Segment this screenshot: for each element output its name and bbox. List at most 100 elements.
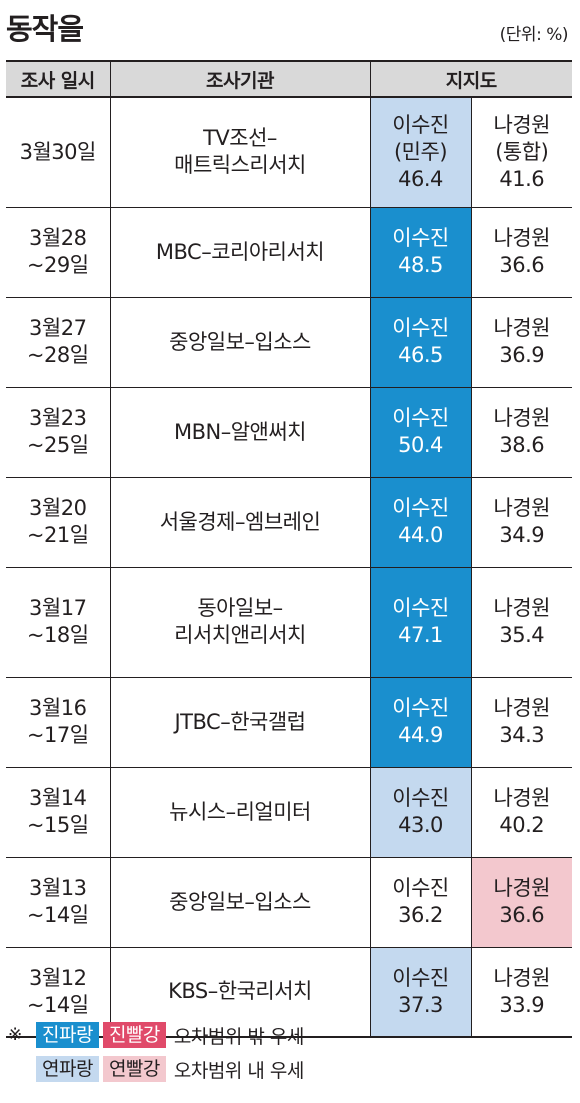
candidate-name: 이수진 — [392, 596, 449, 620]
candidate-name: 나경원 — [493, 876, 551, 900]
pollster-line: 중앙일보–입소스 — [169, 329, 311, 354]
support-value: 38.6 — [499, 433, 545, 457]
poll-date-line: 3월12 — [29, 965, 87, 990]
lee-soojin-cell: 이수진 46.5 — [369, 297, 472, 388]
support-value: 34.3 — [499, 723, 545, 747]
support-value: 36.9 — [499, 343, 545, 367]
support-value: 44.0 — [398, 523, 443, 547]
candidate-name: 이수진 — [392, 316, 449, 340]
header-support: 지지도 — [369, 60, 573, 98]
pollster-cell: JTBC–한국갤럽 — [109, 677, 371, 768]
poll-date-cell: 3월14 ~15일 — [6, 767, 111, 858]
poll-date-line: 3월27 — [29, 316, 87, 340]
lee-soojin-cell: 이수진 47.1 — [369, 567, 472, 678]
na-kyungwon-cell: 나경원 34.3 — [470, 677, 573, 768]
table-row: 3월14 ~15일 뉴시스–리얼미터 이수진 43.0 나경원 40.2 — [6, 767, 573, 858]
lee-soojin-cell: 이수진 44.0 — [369, 477, 472, 568]
pollster-line: 동아일보– — [197, 596, 283, 620]
poll-date-line: 3월17 — [29, 596, 87, 620]
na-kyungwon-cell: 나경원 34.9 — [470, 477, 573, 568]
legend-text: 오차범위 밖 우세 — [173, 1025, 304, 1048]
support-value: 33.9 — [499, 992, 545, 1017]
support-value: 47.1 — [398, 623, 443, 647]
poll-date-line: 3월30일 — [19, 139, 97, 164]
support-value: 36.6 — [499, 903, 545, 927]
na-kyungwon-cell: 나경원 33.9 — [470, 947, 573, 1038]
poll-date-cell: 3월23 ~25일 — [6, 387, 111, 478]
pollster-cell: TV조선– 매트릭스리서치 — [109, 97, 371, 208]
poll-date-line: 3월16 — [29, 696, 87, 720]
candidate-name: 이수진 — [392, 406, 449, 430]
pollster-line: 중앙일보–입소스 — [169, 889, 311, 914]
poll-date-cell: 3월17 ~18일 — [6, 567, 111, 678]
pollster-cell: 중앙일보–입소스 — [109, 297, 371, 388]
legend-chip-dark-red: 진빨강 — [102, 1022, 166, 1048]
lee-soojin-cell: 이수진 37.3 — [369, 947, 472, 1038]
candidate-name: 나경원 — [493, 696, 551, 720]
poll-date-line: ~29일 — [26, 253, 89, 277]
table-row: 3월20 ~21일 서울경제–엠브레인 이수진 44.0 나경원 34.9 — [6, 477, 573, 568]
pollster-line: 뉴시스–리얼미터 — [169, 799, 311, 824]
table-row: 3월27 ~28일 중앙일보–입소스 이수진 46.5 나경원 36.9 — [6, 297, 573, 388]
legend-row: ※ 진파랑 진빨강 오차범위 밖 우세 — [8, 1020, 304, 1050]
table-row: 3월13 ~14일 중앙일보–입소스 이수진 36.2 나경원 36.6 — [6, 857, 573, 948]
support-value: 46.5 — [398, 343, 443, 367]
pollster-cell: KBS–한국리서치 — [109, 947, 371, 1038]
support-value: 43.0 — [398, 813, 443, 837]
pollster-cell: 뉴시스–리얼미터 — [109, 767, 371, 858]
poll-date-cell: 3월28 ~29일 — [6, 207, 111, 298]
poll-date-cell: 3월13 ~14일 — [6, 857, 111, 948]
pollster-cell: MBN–알앤써치 — [109, 387, 371, 478]
poll-date-cell: 3월20 ~21일 — [6, 477, 111, 568]
poll-date-line: ~14일 — [26, 903, 89, 927]
poll-date-line: ~17일 — [26, 723, 89, 747]
header-date: 조사 일시 — [6, 60, 111, 98]
pollster-line: MBC–코리아리서치 — [155, 239, 325, 264]
table-row: 3월17 ~18일 동아일보– 리서치앤리서치 이수진 47.1 나경원 35.4 — [6, 567, 573, 678]
candidate-name: 이수진 — [392, 496, 449, 520]
support-value: 50.4 — [398, 433, 443, 457]
candidate-name: 나경원 — [493, 406, 551, 430]
candidate-name: 나경원 — [493, 496, 551, 520]
poll-date-line: ~28일 — [26, 343, 89, 367]
lee-soojin-cell: 이수진 36.2 — [369, 857, 472, 948]
lee-soojin-cell: 이수진 (민주) 46.4 — [369, 97, 472, 208]
legend-text: 오차범위 내 우세 — [173, 1059, 304, 1082]
support-value: 41.6 — [499, 166, 545, 191]
pollster-line: TV조선– — [203, 126, 277, 151]
support-value: 46.4 — [398, 166, 443, 191]
lee-soojin-cell: 이수진 44.9 — [369, 677, 472, 768]
candidate-name: 나경원 — [493, 316, 551, 340]
candidate-name: 나경원 — [493, 112, 551, 137]
candidate-name: 이수진 — [392, 112, 449, 137]
candidate-party: (민주) — [393, 139, 448, 164]
header-org: 조사기관 — [109, 60, 371, 98]
poll-date-cell: 3월30일 — [6, 97, 111, 208]
candidate-name: 나경원 — [493, 965, 551, 990]
pollster-line: KBS–한국리서치 — [168, 979, 312, 1004]
pollster-cell: 동아일보– 리서치앤리서치 — [109, 567, 371, 678]
na-kyungwon-cell: 나경원 (통합) 41.6 — [470, 97, 573, 208]
legend: ※ 진파랑 진빨강 오차범위 밖 우세 연파랑 연빨강 오차범위 내 우세 — [8, 1020, 304, 1088]
candidate-name: 나경원 — [493, 786, 551, 810]
support-value: 40.2 — [499, 813, 545, 837]
pollster-line: MBN–알앤써치 — [173, 419, 307, 444]
poll-date-line: ~15일 — [26, 813, 89, 837]
poll-body: 3월30일 TV조선– 매트릭스리서치 이수진 (민주) 46.4 나경원 (통합) 41.6 3… — [6, 97, 573, 1038]
unit-note: (단위: %) — [499, 25, 569, 45]
support-value: 44.9 — [398, 723, 443, 747]
support-value: 34.9 — [499, 523, 545, 547]
support-value: 36.6 — [499, 253, 545, 277]
legend-chip-dark-blue: 진파랑 — [36, 1022, 99, 1048]
na-kyungwon-cell: 나경원 36.6 — [470, 857, 573, 948]
table-row: 3월28 ~29일 MBC–코리아리서치 이수진 48.5 나경원 36.6 — [6, 207, 573, 298]
support-value: 37.3 — [398, 992, 443, 1017]
chart-title: 동작을 — [6, 12, 84, 46]
candidate-name: 이수진 — [392, 786, 449, 810]
poll-date-line: 3월23 — [29, 406, 87, 430]
table-row: 3월23 ~25일 MBN–알앤써치 이수진 50.4 나경원 38.6 — [6, 387, 573, 478]
pollster-line: 서울경제–엠브레인 — [159, 509, 321, 534]
lee-soojin-cell: 이수진 43.0 — [369, 767, 472, 858]
candidate-name: 이수진 — [392, 226, 449, 250]
table-row: 3월12 ~14일 KBS–한국리서치 이수진 37.3 나경원 33.9 — [6, 947, 573, 1038]
